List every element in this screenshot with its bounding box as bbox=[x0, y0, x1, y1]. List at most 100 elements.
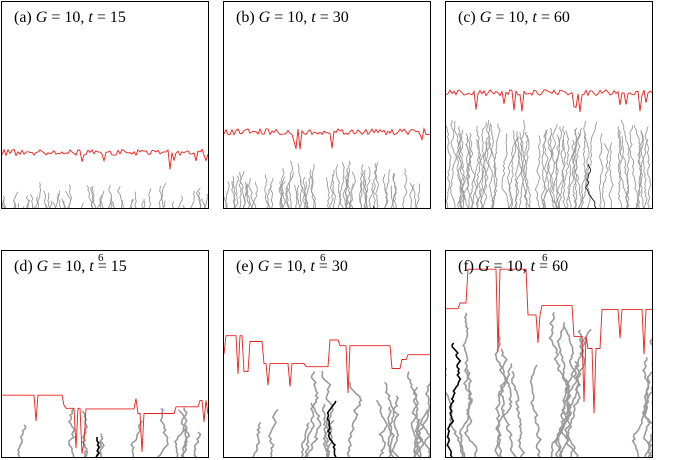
cluster-branch bbox=[562, 130, 570, 208]
t-value: 60 bbox=[552, 258, 569, 275]
cluster-branch bbox=[91, 185, 97, 208]
panel-plot bbox=[224, 127, 430, 208]
cluster-branch bbox=[631, 357, 650, 457]
cluster-branch bbox=[621, 119, 630, 208]
cluster-branch bbox=[637, 126, 649, 208]
panel-a: (a) G = 10, t = 15 bbox=[1, 1, 209, 209]
equals-sign: = bbox=[97, 258, 107, 275]
cluster-branch bbox=[413, 418, 421, 457]
t-value: 60 bbox=[553, 9, 570, 26]
cluster-branch bbox=[304, 402, 316, 457]
cluster-branch bbox=[449, 120, 457, 208]
panel-d: (d) G = 10 6, t = 15 bbox=[1, 250, 209, 458]
cluster-branch bbox=[173, 409, 188, 457]
cluster-branch bbox=[180, 407, 191, 457]
cluster-branch bbox=[239, 170, 246, 208]
cluster-branch bbox=[17, 203, 20, 208]
cluster-branch bbox=[462, 312, 478, 457]
cluster-branch bbox=[158, 185, 162, 208]
cluster-branch bbox=[279, 180, 286, 208]
cluster-branch bbox=[446, 367, 466, 457]
t-symbol: t bbox=[532, 9, 537, 26]
cluster-branch bbox=[293, 184, 298, 208]
panel-e: (e) G = 10 6, t = 30 bbox=[223, 250, 431, 458]
cluster-branch bbox=[225, 181, 230, 208]
cluster-branch bbox=[195, 187, 202, 208]
t-value: 30 bbox=[332, 9, 349, 26]
cluster-branch bbox=[574, 127, 583, 208]
cluster-branch bbox=[130, 420, 143, 457]
cluster-branch bbox=[99, 441, 105, 457]
cluster-branch bbox=[161, 182, 167, 208]
cluster-branch bbox=[480, 137, 490, 208]
cluster-branch bbox=[279, 176, 286, 208]
growth-front-line bbox=[224, 335, 430, 394]
t-value: 15 bbox=[110, 258, 127, 275]
cluster-branch bbox=[446, 125, 452, 208]
cluster-branch bbox=[120, 200, 124, 208]
cluster-branch bbox=[409, 182, 417, 208]
cluster-branch bbox=[360, 172, 368, 208]
cluster-branch bbox=[285, 185, 290, 208]
equals-sign: = bbox=[273, 258, 283, 275]
cluster-branch bbox=[328, 169, 335, 208]
panel-letter: (b) bbox=[236, 9, 255, 26]
cluster-branch bbox=[471, 122, 488, 208]
g-exponent: 6 bbox=[542, 252, 548, 264]
cluster-branch bbox=[285, 172, 294, 208]
cluster-branch bbox=[372, 161, 379, 208]
equals-sign: = bbox=[51, 9, 61, 26]
cluster-branch bbox=[374, 163, 379, 208]
cluster-branch bbox=[557, 139, 565, 208]
equals-sign: = bbox=[274, 9, 284, 26]
cluster-branch bbox=[148, 188, 152, 208]
cluster-branch bbox=[264, 174, 269, 208]
cluster-branch bbox=[310, 164, 315, 208]
cluster-branch bbox=[543, 129, 550, 208]
g-value: 10 bbox=[65, 258, 82, 275]
highlighted-branch bbox=[585, 163, 597, 208]
cluster-branch bbox=[67, 408, 76, 457]
highlighted-branch bbox=[95, 437, 101, 457]
cluster-branch bbox=[564, 329, 584, 457]
cluster-branch bbox=[300, 179, 307, 208]
cluster-branch bbox=[476, 126, 485, 208]
g-symbol: G bbox=[479, 9, 492, 26]
cluster-branch bbox=[86, 185, 93, 208]
cluster-group bbox=[446, 311, 652, 457]
cluster-branch bbox=[111, 201, 116, 208]
t-symbol: t bbox=[530, 258, 536, 275]
t-value: 30 bbox=[331, 258, 348, 275]
cluster-branch bbox=[47, 192, 51, 208]
cluster-branch bbox=[99, 201, 102, 208]
panel-label: (f) G = 10 6, t = 60 bbox=[458, 252, 569, 276]
cluster-branch bbox=[110, 197, 113, 208]
cluster-group bbox=[2, 182, 208, 208]
equals-sign: = bbox=[318, 258, 328, 275]
cluster-branch bbox=[321, 370, 334, 457]
cluster-branch bbox=[232, 176, 236, 208]
cluster-branch bbox=[238, 171, 242, 208]
growth-front-line bbox=[2, 148, 208, 170]
equals-sign: = bbox=[319, 9, 329, 26]
cluster-branch bbox=[390, 185, 395, 208]
g-symbol: G bbox=[36, 258, 49, 275]
cluster-branch bbox=[35, 195, 38, 208]
t-symbol: t bbox=[311, 9, 316, 26]
g-symbol: G bbox=[257, 258, 270, 275]
panel-label: (e) G = 10 6, t = 30 bbox=[236, 252, 348, 276]
cluster-branch bbox=[278, 181, 283, 208]
cluster-branch bbox=[162, 200, 166, 208]
panel-b: (b) G = 10, t = 30 bbox=[223, 1, 431, 209]
cluster-branch bbox=[608, 142, 614, 208]
cluster-branch bbox=[384, 169, 391, 208]
equals-sign: = bbox=[539, 258, 549, 275]
cluster-branch bbox=[190, 190, 195, 208]
g-exponent: 6 bbox=[98, 252, 104, 264]
panel-label: (c) G = 10, t = 60 bbox=[458, 9, 570, 26]
cluster-branch bbox=[555, 126, 563, 208]
cluster-branch bbox=[459, 143, 470, 208]
panel-plot bbox=[446, 89, 652, 208]
cluster-branch bbox=[288, 160, 294, 208]
cluster-branch bbox=[402, 168, 408, 208]
